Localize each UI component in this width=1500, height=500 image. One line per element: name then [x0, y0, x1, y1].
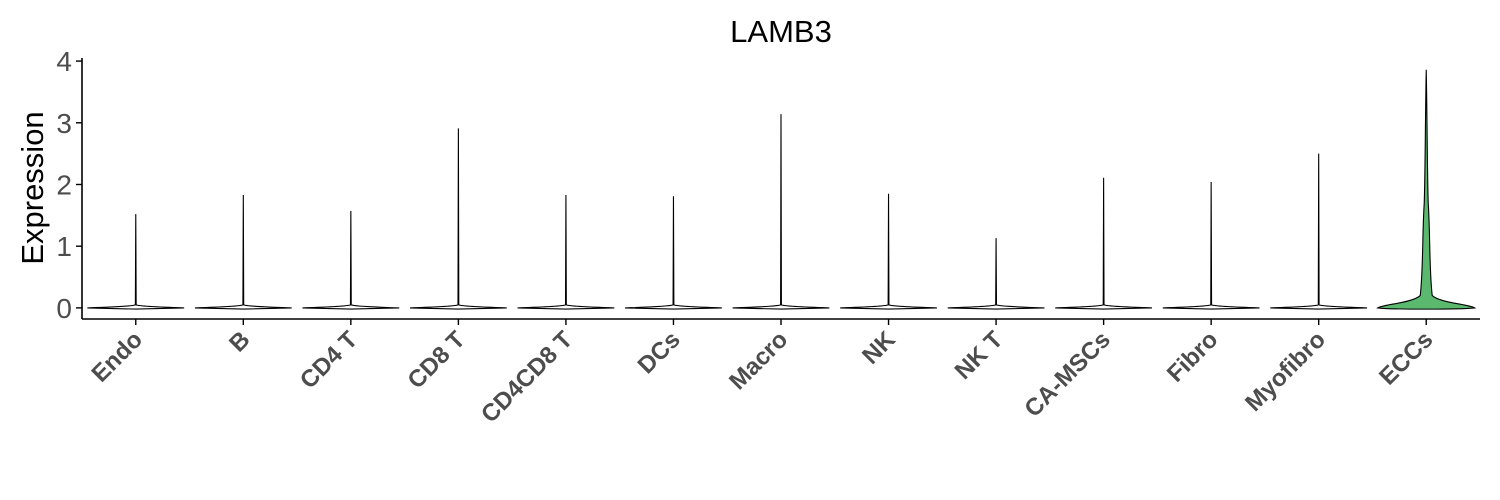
violin-macro — [732, 114, 830, 310]
y-axis-title: Expression — [15, 111, 50, 264]
y-tick-label: 1 — [56, 231, 72, 262]
chart-title: LAMB3 — [730, 14, 832, 49]
violin-b — [194, 194, 292, 310]
y-tick-label: 2 — [56, 169, 72, 200]
x-tick-label: Endo — [86, 326, 148, 388]
violin-cd4-t — [302, 211, 400, 310]
violin-cd4cd8-t — [517, 194, 615, 310]
violin-nk-t — [947, 238, 1045, 310]
x-tick-label: Myofibro — [1240, 326, 1331, 417]
x-tick-label: CA-MSCs — [1019, 326, 1115, 422]
x-tick-label: NK — [857, 326, 901, 370]
x-tick-label: Fibro — [1162, 326, 1224, 388]
x-tick-label: DCs — [633, 326, 686, 379]
violin-group — [87, 69, 1477, 310]
x-tick-label: B — [224, 326, 255, 357]
violin-eccs — [1376, 69, 1477, 310]
violin-fibro — [1162, 182, 1260, 310]
violin-dcs — [625, 196, 722, 310]
x-tick-label: ECCs — [1374, 326, 1438, 390]
x-tick-label: CD4CD8 T — [476, 326, 578, 428]
violin-ca-mscs — [1055, 177, 1153, 310]
violin-myofibro — [1270, 153, 1368, 310]
x-tick-label: CD4 T — [295, 326, 363, 394]
y-tick-label: 4 — [56, 46, 72, 77]
violin-nk — [840, 193, 937, 310]
x-tick-label: Macro — [724, 326, 793, 395]
x-tick-label: CD8 T — [403, 326, 471, 394]
violin-endo — [87, 214, 185, 310]
x-axis: Endo B CD4 T CD8 T CD4CD8 T DCs Macro NK NK T CA-… — [82, 318, 1480, 428]
y-tick-label: 0 — [56, 293, 72, 324]
violin-cd8-t — [409, 128, 507, 310]
y-axis: 0 1 2 3 4 — [56, 46, 83, 324]
y-tick-label: 3 — [56, 108, 72, 139]
x-tick-label: NK T — [950, 326, 1009, 385]
